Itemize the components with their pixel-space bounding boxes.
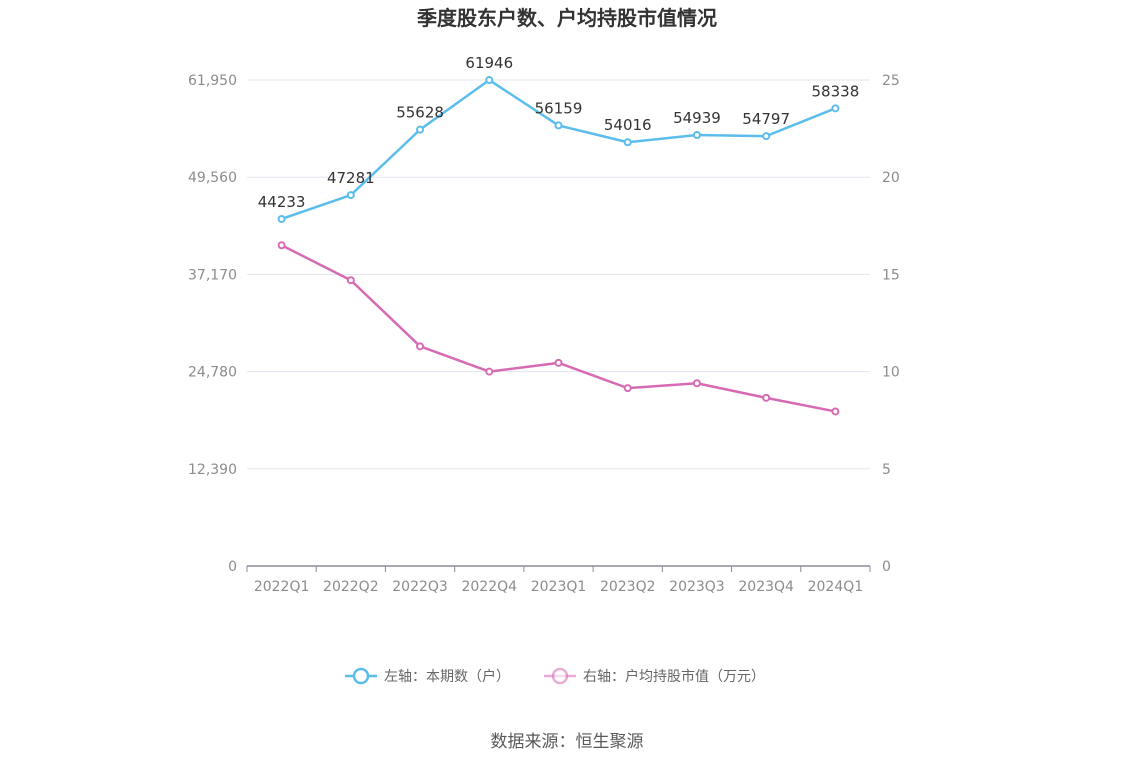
data-point [554,358,563,367]
legend-item-2[interactable]: 右轴：户均持股市值（万元） [544,667,765,685]
data-point [692,379,701,388]
x-tick-label: 2023Q1 [531,579,587,595]
right-axis: 0 5 10 15 20 25 [882,73,900,575]
series-line [281,244,836,413]
x-axis: 2022Q1 2022Q2 2022Q3 2022Q4 2023Q1 2023Q2 2023… [246,565,871,595]
data-point [831,104,840,113]
data-point [277,214,286,223]
left-axis: 0 12,390 24,780 37,170 49,560 61,950 [188,73,237,575]
left-tick-label: 37,170 [188,267,237,283]
legend-label: 右轴：户均持股市值（万元） [583,668,765,685]
data-label: 58338 [812,82,860,100]
left-tick-label: 49,560 [188,170,237,186]
data-point [831,407,840,416]
x-tick-label: 2024Q1 [808,579,864,595]
data-point [277,241,286,250]
x-tick-label: 2022Q3 [392,579,448,595]
data-point [623,384,632,393]
x-tick-label: 2022Q2 [323,579,379,595]
data-point [346,191,355,200]
data-point [554,121,563,130]
data-point [623,138,632,147]
legend-marker [551,667,569,685]
data-point [762,393,771,402]
data-point [485,76,494,85]
x-tick-label: 2023Q2 [600,579,656,595]
data-label: 54016 [604,116,652,134]
grid [247,79,870,470]
series-layer: 44233 47281 55628 61946 56159 54016 54939 54797… [258,54,860,416]
right-tick-label: 25 [882,73,900,89]
legend-label: 左轴：本期数（户） [384,668,510,685]
chart-title: 季度股东户数、户均持股市值情况 [416,6,717,30]
series-1: 44233 47281 55628 61946 56159 54016 54939 54797… [258,54,860,223]
left-tick-label: 61,950 [188,73,237,89]
data-point [416,342,425,351]
data-label: 56159 [535,99,583,117]
data-label: 61946 [465,54,513,72]
series-2 [277,241,840,416]
left-tick-label: 12,390 [188,462,237,478]
x-tick-label: 2023Q4 [738,579,794,595]
data-point [692,131,701,140]
data-point [346,276,355,285]
data-label: 54797 [742,110,790,128]
data-label: 55628 [396,104,444,122]
legend[interactable]: 左轴：本期数（户） 右轴：户均持股市值（万元） [345,667,765,685]
x-tick-label: 2022Q1 [254,579,310,595]
source-note: 数据来源：恒生聚源 [491,732,644,752]
right-tick-label: 5 [882,462,891,478]
x-tick-label: 2022Q4 [461,579,517,595]
x-tick-label: 2023Q3 [669,579,725,595]
right-tick-label: 20 [882,170,900,186]
right-tick-label: 10 [882,365,900,381]
right-tick-label: 0 [882,559,891,575]
left-tick-label: 24,780 [188,365,237,381]
data-point [416,125,425,134]
data-label: 44233 [258,193,306,211]
data-point [762,132,771,141]
left-tick-label: 0 [228,559,237,575]
right-tick-label: 15 [882,267,900,283]
legend-item-1[interactable]: 左轴：本期数（户） [345,667,510,685]
data-label: 54939 [673,109,721,127]
data-point [485,367,494,376]
data-label: 47281 [327,169,375,187]
legend-marker [352,667,370,685]
